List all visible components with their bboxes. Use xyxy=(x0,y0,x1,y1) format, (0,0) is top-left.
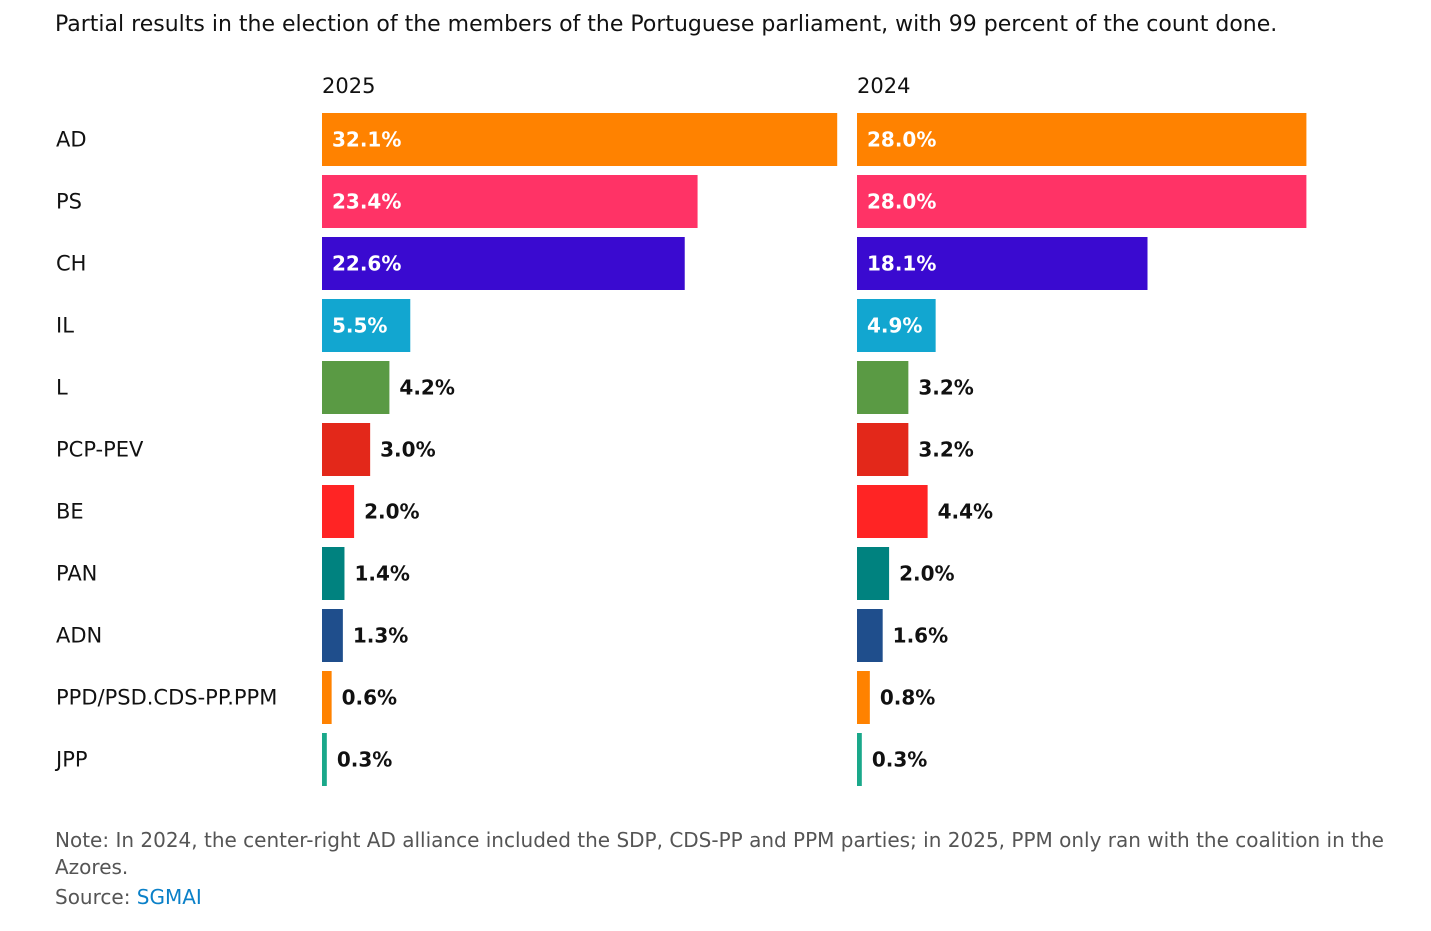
bar-2024-l xyxy=(857,361,909,414)
bar-2025-jpp xyxy=(322,733,327,786)
bar-2024-jpp xyxy=(857,733,862,786)
data-label-2025-il: 5.5% xyxy=(332,314,387,338)
bar-2025-ps xyxy=(322,175,698,228)
column-header-2024: 2024 xyxy=(857,74,911,98)
data-label-2024-jpp: 0.3% xyxy=(872,748,927,772)
category-label-jpp: JPP xyxy=(54,748,88,772)
bar-2025-adn xyxy=(322,609,343,662)
bar-2025-be xyxy=(322,485,355,538)
bar-2025-ad xyxy=(322,113,838,166)
data-label-2025-be: 2.0% xyxy=(364,500,419,524)
bar-2025-pcp-pev xyxy=(322,423,371,476)
chart-note: Note: In 2024, the center-right AD allia… xyxy=(55,828,1384,879)
source-link[interactable]: SGMAI xyxy=(136,885,202,909)
category-label-pcp-pev: PCP-PEV xyxy=(56,438,144,462)
source-label: Source: xyxy=(55,885,131,909)
bar-2024-be xyxy=(857,485,928,538)
data-label-2024-pcp-pev: 3.2% xyxy=(918,438,973,462)
data-label-2024-adn: 1.6% xyxy=(893,624,948,648)
bar-2025-ppd-psd-cds-pp-ppm xyxy=(322,671,332,724)
bar-2025-l xyxy=(322,361,390,414)
category-label-be: BE xyxy=(56,500,84,524)
bar-2025-ch xyxy=(322,237,685,290)
bar-2024-ps xyxy=(857,175,1307,228)
data-label-2024-il: 4.9% xyxy=(867,314,922,338)
bar-chart: AD 32.1% 28.0% PS 23.4% 28.0% CH 22.6% 18.1% IL 5.… xyxy=(54,113,1307,786)
column-header-2025: 2025 xyxy=(322,74,376,98)
bar-2024-ad xyxy=(857,113,1307,166)
bar-2025-il xyxy=(322,299,411,352)
category-label-il: IL xyxy=(56,314,74,338)
data-label-2025-ch: 22.6% xyxy=(332,252,401,276)
data-label-2024-l: 3.2% xyxy=(918,376,973,400)
data-label-2025-pan: 1.4% xyxy=(354,562,409,586)
data-label-2025-pcp-pev: 3.0% xyxy=(380,438,435,462)
category-label-adn: ADN xyxy=(56,624,102,648)
chart-source: Source: SGMAI xyxy=(55,885,202,909)
category-label-ch: CH xyxy=(56,252,86,276)
data-label-2024-ps: 28.0% xyxy=(867,190,936,214)
data-label-2025-l: 4.2% xyxy=(399,376,454,400)
category-label-pan: PAN xyxy=(56,562,97,586)
bar-2024-ch xyxy=(857,237,1148,290)
bar-2025-pan xyxy=(322,547,345,600)
data-label-2024-be: 4.4% xyxy=(938,500,993,524)
data-label-2024-ch: 18.1% xyxy=(867,252,936,276)
data-label-2024-ad: 28.0% xyxy=(867,128,936,152)
data-label-2025-adn: 1.3% xyxy=(353,624,408,648)
data-label-2025-jpp: 0.3% xyxy=(337,748,392,772)
data-label-2024-pan: 2.0% xyxy=(899,562,954,586)
bar-2024-pan xyxy=(857,547,890,600)
category-label-ppd-psd-cds-pp-ppm: PPD/PSD.CDS-PP.PPM xyxy=(56,686,277,710)
category-label-ps: PS xyxy=(56,190,82,214)
chart-title: Partial results in the election of the m… xyxy=(55,12,1278,37)
bar-2024-adn xyxy=(857,609,883,662)
data-label-2025-ad: 32.1% xyxy=(332,128,401,152)
data-label-2024-ppd-psd-cds-pp-ppm: 0.8% xyxy=(880,686,935,710)
category-label-ad: AD xyxy=(56,128,87,152)
bar-2024-ppd-psd-cds-pp-ppm xyxy=(857,671,870,724)
data-label-2025-ppd-psd-cds-pp-ppm: 0.6% xyxy=(342,686,397,710)
bar-2024-pcp-pev xyxy=(857,423,909,476)
data-label-2025-ps: 23.4% xyxy=(332,190,401,214)
category-label-l: L xyxy=(56,376,68,400)
bar-2024-il xyxy=(857,299,936,352)
